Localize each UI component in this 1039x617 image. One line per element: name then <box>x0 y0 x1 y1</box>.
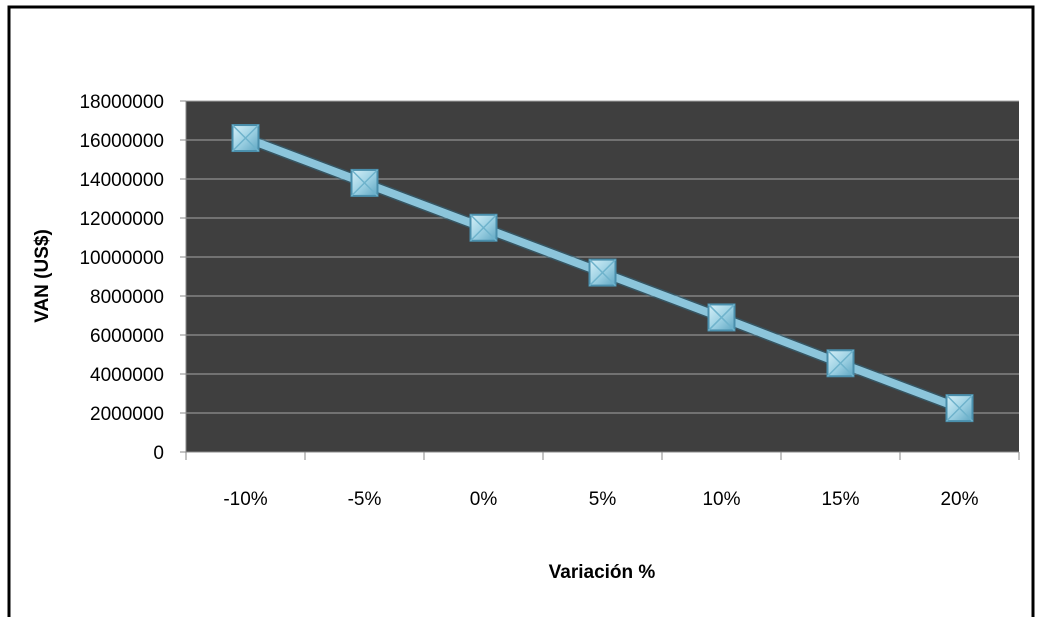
marker-diagonal <box>588 259 617 287</box>
marker-diagonal <box>469 214 498 242</box>
data-point-marker <box>231 124 260 153</box>
y-tick-label: 0 <box>153 443 164 464</box>
x-tick-label: -5% <box>348 489 382 510</box>
y-tick-label: 18000000 <box>79 92 164 113</box>
y-tick-label: 10000000 <box>79 248 164 269</box>
data-point-marker <box>588 258 617 287</box>
marker-diagonal <box>707 303 736 331</box>
series-markers <box>231 124 974 423</box>
y-tick-label: 12000000 <box>79 209 164 230</box>
x-axis-title: Variación % <box>549 562 656 583</box>
gridlines <box>180 100 1019 453</box>
x-tick-label: 10% <box>702 489 740 510</box>
marker-diagonal <box>945 394 974 422</box>
data-point-marker <box>945 394 974 423</box>
x-tick-label: 20% <box>940 489 978 510</box>
marker-diagonal <box>350 169 379 197</box>
data-point-marker <box>469 213 498 242</box>
y-tick-label: 2000000 <box>90 404 164 425</box>
data-point-marker <box>350 168 379 197</box>
data-point-marker <box>826 349 855 378</box>
y-tick-labels: 0 2000000 4000000 6000000 8000000 10000000 120… <box>79 92 164 464</box>
x-tick-label: 0% <box>470 489 498 510</box>
x-tick-label: 15% <box>821 489 859 510</box>
x-axis <box>185 101 1020 460</box>
y-tick-label: 16000000 <box>79 131 164 152</box>
x-tick-label: 5% <box>589 489 617 510</box>
x-tick-label: -10% <box>223 489 267 510</box>
x-tick-labels: -10% -5% 0% 5% 10% 15% 20% <box>223 489 978 510</box>
y-tick-label: 8000000 <box>90 287 164 308</box>
y-axis-title: VAN (US$) <box>32 229 53 323</box>
marker-diagonal <box>826 349 855 377</box>
y-tick-label: 4000000 <box>90 365 164 386</box>
y-tick-label: 6000000 <box>90 326 164 347</box>
data-point-marker <box>707 303 736 332</box>
y-tick-label: 14000000 <box>79 170 164 191</box>
marker-diagonal <box>231 124 260 152</box>
